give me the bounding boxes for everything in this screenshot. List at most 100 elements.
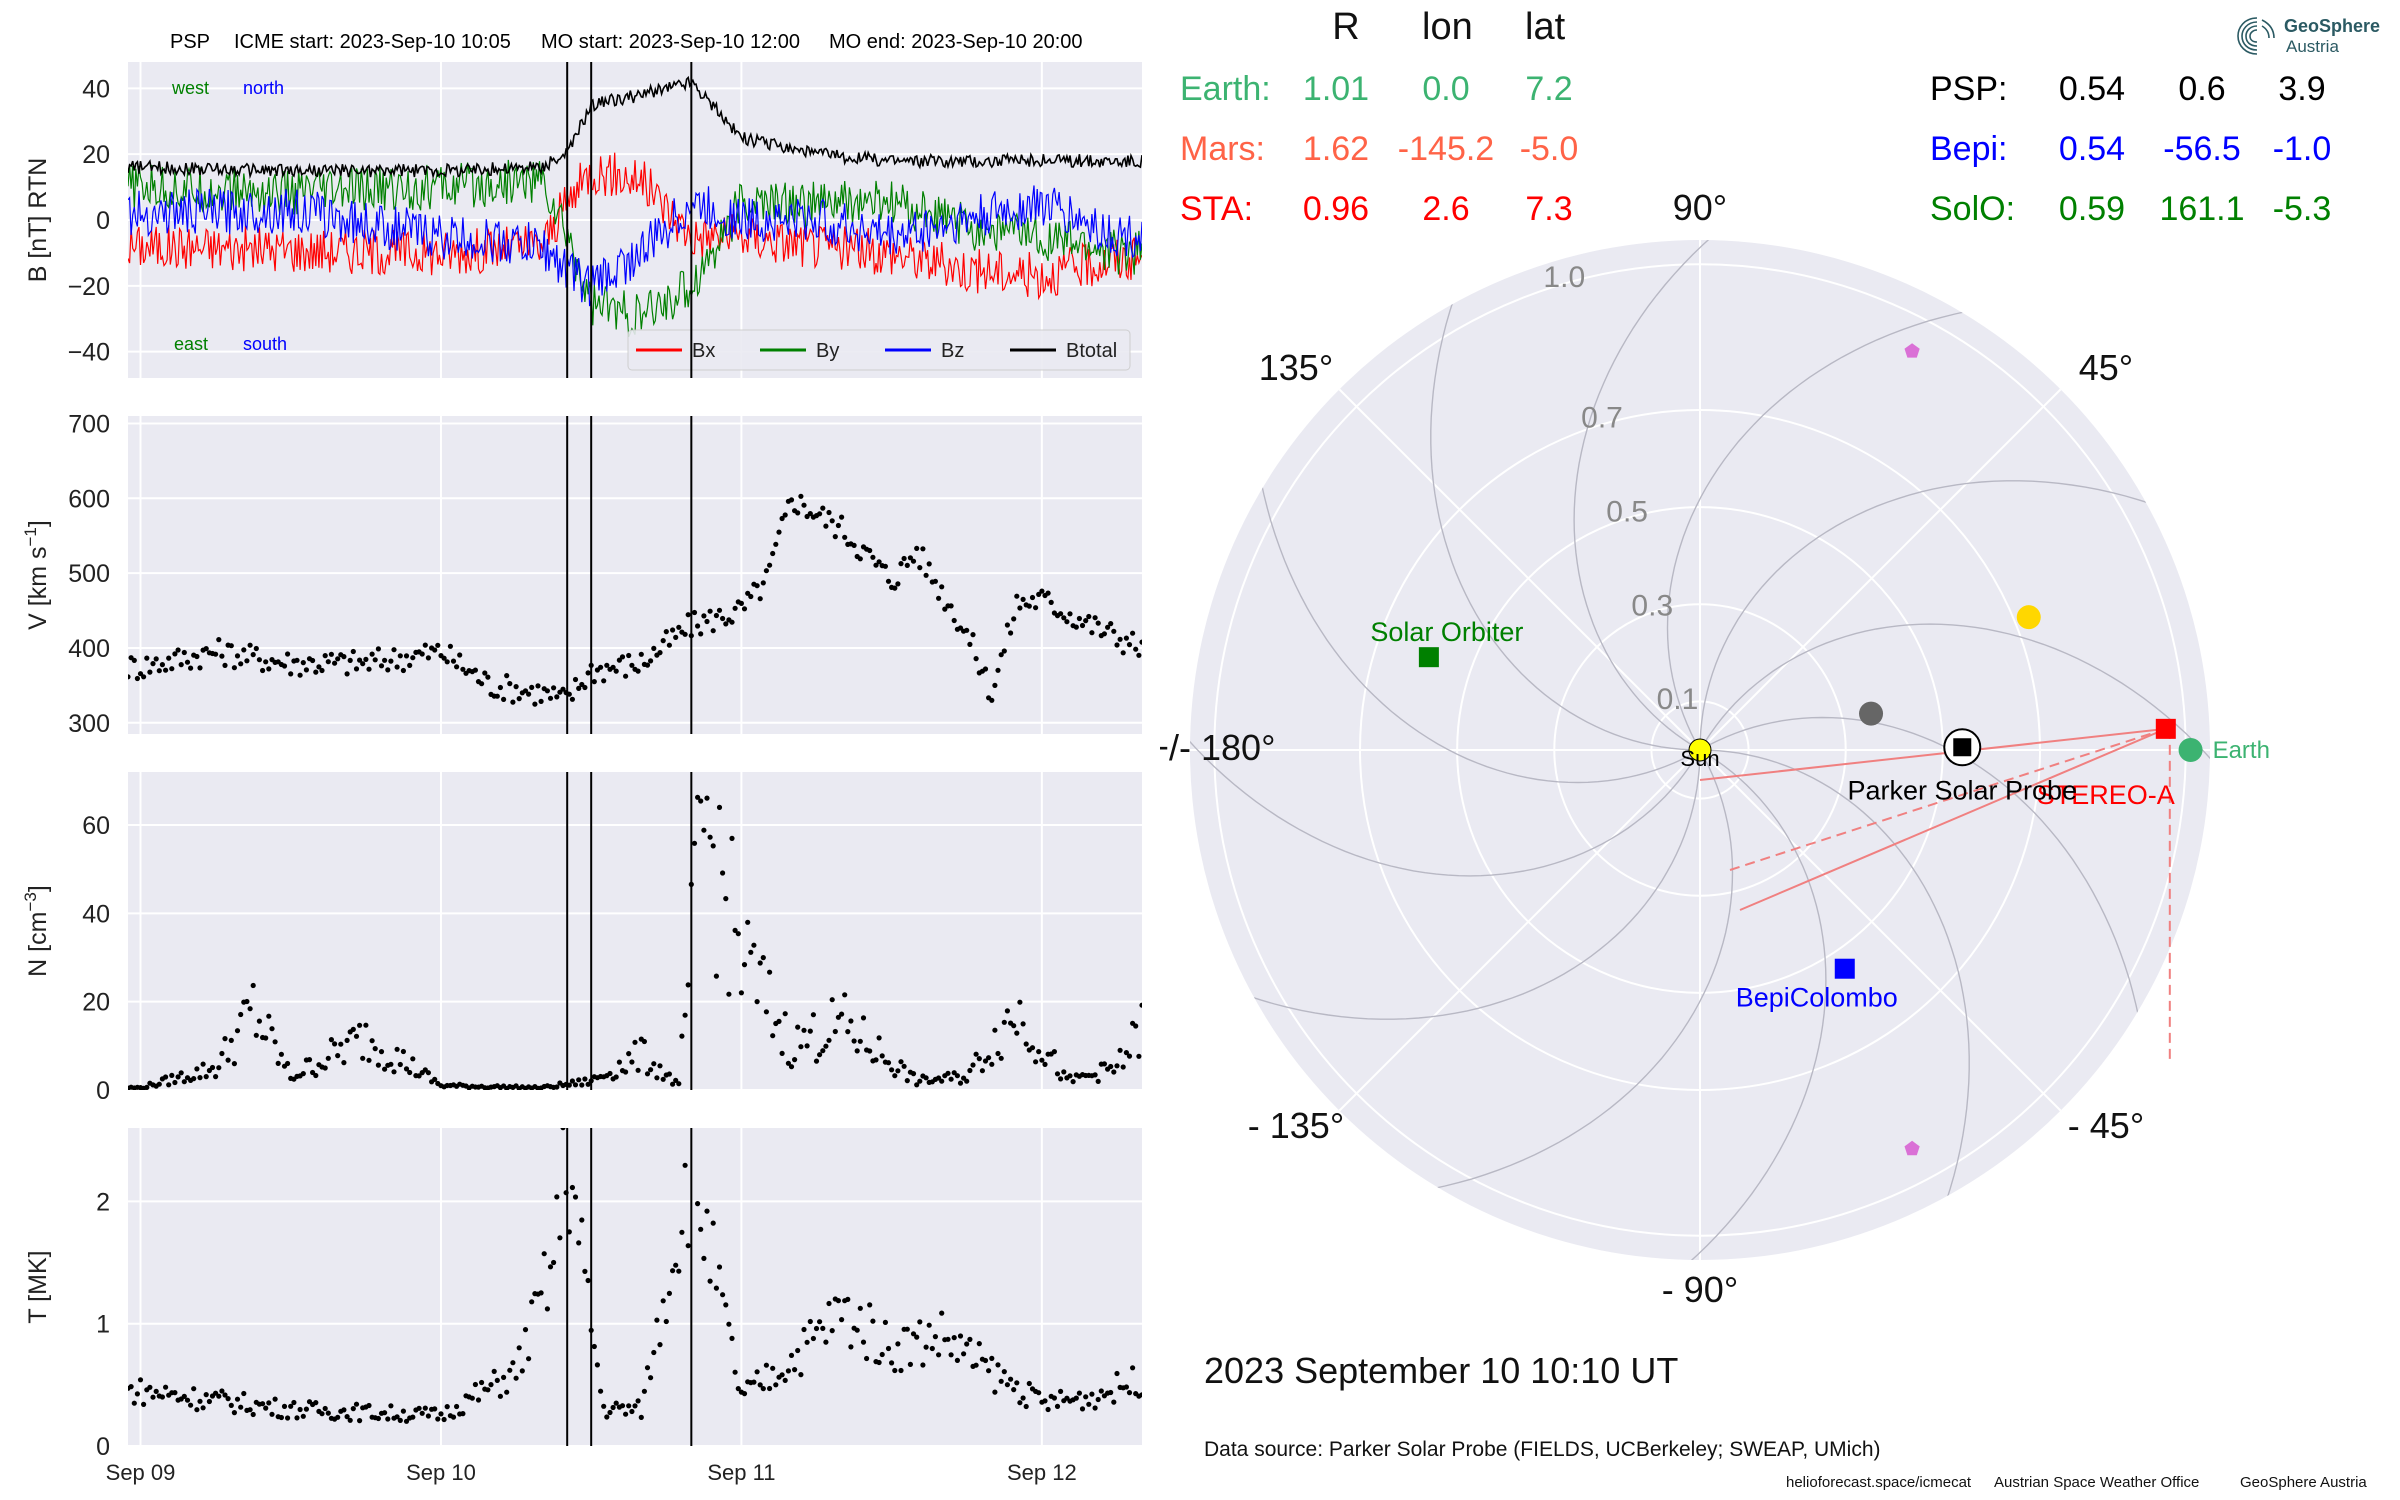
data-point — [685, 982, 691, 988]
data-point — [757, 1382, 763, 1388]
data-point — [986, 1368, 992, 1374]
data-point — [225, 1057, 231, 1063]
bepicolombo-marker — [1834, 958, 1855, 979]
data-point — [475, 1397, 482, 1403]
data-point — [770, 1033, 776, 1039]
data-point — [648, 1067, 654, 1073]
data-point — [263, 1405, 269, 1411]
data-point — [1133, 646, 1139, 652]
data-point — [266, 666, 272, 672]
data-point — [131, 1400, 137, 1406]
data-point — [942, 606, 948, 612]
data-point — [945, 1070, 951, 1076]
y-axis-label: B [nT] RTN — [24, 158, 52, 283]
data-point — [757, 960, 763, 966]
data-point — [885, 578, 892, 584]
data-point — [917, 1319, 923, 1325]
data-point — [572, 1082, 579, 1088]
data-point — [178, 1070, 184, 1076]
data-point — [260, 1401, 266, 1407]
data-point — [713, 612, 720, 619]
data-point — [1058, 1388, 1064, 1394]
data-point — [479, 1379, 485, 1386]
data-point — [748, 593, 754, 600]
solar-orbiter-label: Solar Orbiter — [1370, 617, 1523, 647]
data-point — [1033, 605, 1039, 611]
data-point — [726, 991, 732, 997]
data-point — [272, 1039, 278, 1045]
panel-mag: −40 −20 0 20 40 B [nT] RTN west north east south B… — [24, 62, 1142, 378]
position-psp-lon: 0.6 — [2178, 70, 2226, 108]
y-tick-label: 500 — [68, 560, 110, 588]
data-point — [745, 590, 751, 596]
data-point — [810, 1335, 817, 1342]
data-point — [839, 1011, 845, 1017]
legend-label-bz: Bz — [941, 340, 964, 362]
data-point — [619, 1403, 626, 1409]
data-point — [842, 992, 848, 998]
data-point — [519, 1368, 525, 1374]
polar-spoke — [1338, 388, 1701, 751]
data-point — [425, 655, 431, 661]
data-point — [159, 662, 165, 668]
data-point — [979, 1068, 986, 1074]
data-point — [845, 1029, 851, 1035]
data-point — [954, 1073, 961, 1079]
data-point — [1067, 611, 1073, 617]
data-point — [641, 1038, 648, 1045]
data-point — [188, 665, 194, 671]
data-point — [835, 1014, 842, 1020]
data-point — [319, 667, 325, 674]
data-point — [923, 1075, 929, 1081]
data-point — [403, 1066, 410, 1072]
data-point — [1095, 1396, 1101, 1403]
data-point — [1051, 1049, 1057, 1055]
data-point — [663, 1318, 669, 1325]
data-point — [754, 1369, 760, 1375]
data-point — [1033, 1059, 1039, 1065]
data-point — [1092, 1072, 1098, 1078]
data-point — [156, 668, 162, 674]
data-point — [197, 1398, 203, 1404]
data-point — [313, 1072, 319, 1079]
data-point — [341, 1060, 347, 1066]
data-point — [369, 1038, 375, 1044]
parker-spiral — [1675, 749, 1827, 1260]
data-point — [222, 1392, 228, 1398]
position-earth-lat: 7.2 — [1525, 70, 1573, 108]
data-point — [992, 1389, 998, 1395]
data-point — [998, 1378, 1004, 1384]
data-point — [720, 1292, 726, 1298]
data-point — [760, 580, 766, 586]
data-point — [350, 1406, 356, 1412]
data-point — [529, 1299, 535, 1305]
data-point — [234, 653, 241, 659]
data-point — [936, 1075, 942, 1081]
data-point — [763, 1362, 770, 1368]
data-point — [338, 1041, 344, 1047]
data-point — [1045, 590, 1051, 596]
data-point — [494, 1377, 500, 1383]
data-point — [701, 1255, 707, 1261]
data-point — [917, 1078, 923, 1084]
data-point — [936, 1352, 942, 1358]
x-tick-label: Sep 10 — [406, 1460, 476, 1485]
data-point — [469, 1395, 475, 1401]
data-point — [1054, 1071, 1061, 1077]
data-point — [460, 1411, 466, 1417]
data-point — [344, 1037, 350, 1043]
data-point — [569, 1078, 576, 1084]
data-point — [1083, 1394, 1089, 1400]
y-tick-label: 40 — [82, 75, 110, 103]
data-point — [394, 664, 400, 670]
data-point — [1039, 588, 1045, 594]
data-point — [1139, 1392, 1142, 1398]
data-point — [660, 638, 666, 644]
data-point — [616, 1059, 623, 1065]
data-point — [763, 568, 770, 574]
connection-line — [1739, 727, 2167, 911]
data-point — [375, 1062, 381, 1068]
footer-link[interactable]: helioforecast.space/icmecat — [1786, 1474, 1972, 1491]
theta-tick-label: 45° — [2079, 347, 2133, 388]
data-point — [244, 998, 250, 1005]
